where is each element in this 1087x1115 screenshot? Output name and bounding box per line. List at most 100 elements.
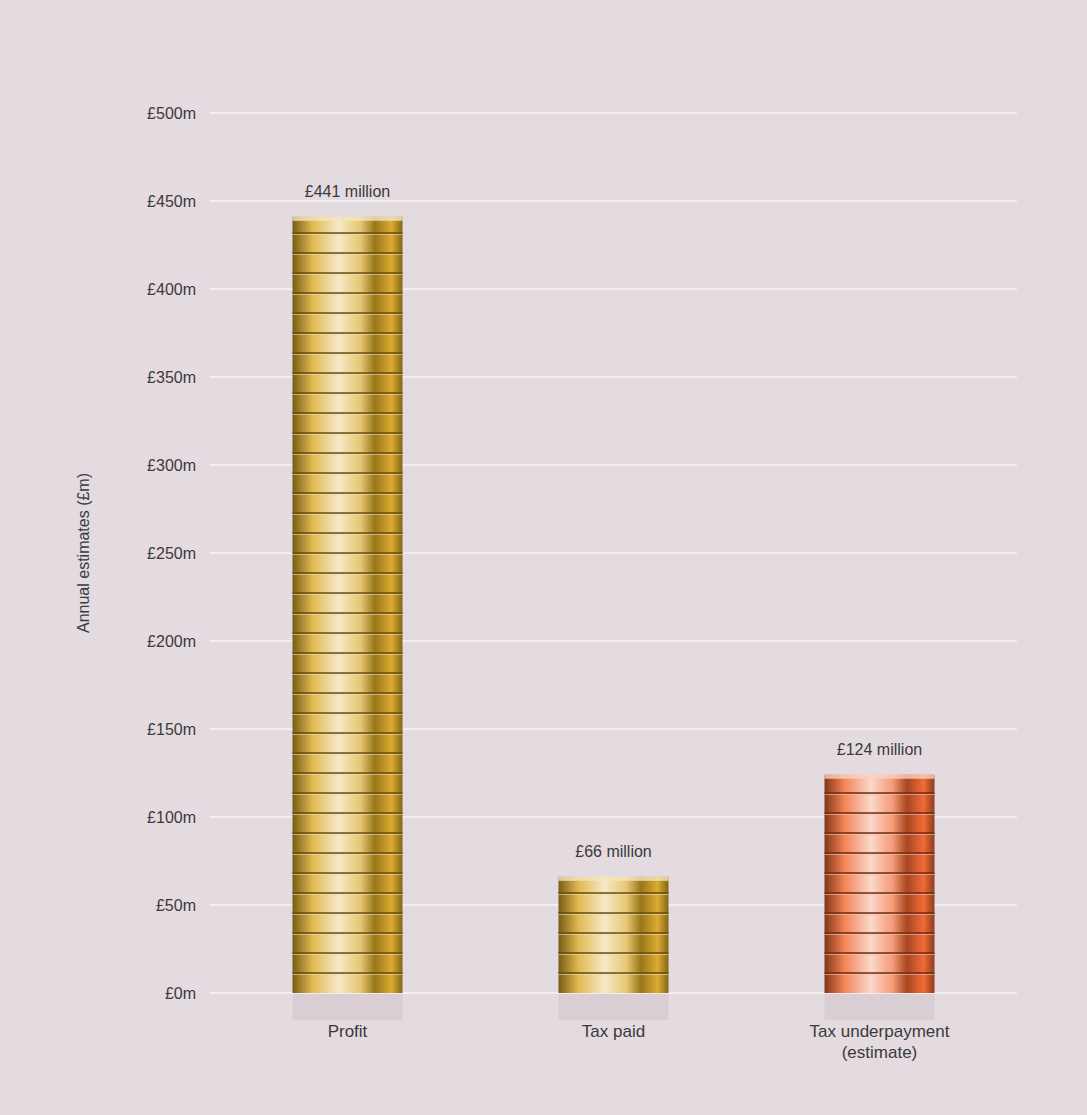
coin-edge <box>559 952 669 954</box>
coin-edge-highlight <box>293 514 403 515</box>
tick-label: £500m <box>147 105 196 122</box>
grid-line <box>210 200 1017 201</box>
axis-title: Annual estimates (£m) <box>75 473 92 633</box>
tick-label: £150m <box>147 721 196 738</box>
coin-edge-highlight <box>559 914 669 915</box>
background <box>0 0 1087 1115</box>
coin-top <box>825 775 935 779</box>
coin-edge-highlight <box>293 954 403 955</box>
coin-edge-highlight <box>293 294 403 295</box>
coin-edge <box>293 612 403 614</box>
coin-edge <box>825 972 935 974</box>
coin-edge-highlight <box>293 374 403 375</box>
coin-edge-highlight <box>293 574 403 575</box>
tick-label: £100m <box>147 809 196 826</box>
data-label: £441 million <box>305 183 390 200</box>
bar <box>559 877 669 993</box>
coin-top <box>293 217 403 221</box>
category-label: Tax paid <box>582 1022 645 1041</box>
coin-edge <box>559 932 669 934</box>
coin-edge-highlight <box>293 454 403 455</box>
tick-label: £50m <box>156 897 196 914</box>
coin-edge-highlight <box>293 634 403 635</box>
coin-edge-highlight <box>293 894 403 895</box>
coin-edge <box>293 372 403 374</box>
coin-edge-highlight <box>293 754 403 755</box>
coin-edge-highlight <box>559 894 669 895</box>
coin-edge-highlight <box>293 654 403 655</box>
tick-label: £450m <box>147 193 196 210</box>
coin-edge-highlight <box>293 694 403 695</box>
coin-edge-highlight <box>293 814 403 815</box>
coin-edge-highlight <box>293 494 403 495</box>
category-line: Tax paid <box>582 1022 645 1041</box>
coin-edge <box>293 512 403 514</box>
coin-edge <box>293 712 403 714</box>
coin-edge-highlight <box>293 714 403 715</box>
coin-edge <box>825 852 935 854</box>
data-label: £124 million <box>837 741 922 758</box>
coin-edge-highlight <box>293 854 403 855</box>
coin-edge <box>293 652 403 654</box>
coin-edge <box>293 872 403 874</box>
coin-edge <box>293 912 403 914</box>
coin-edge <box>293 832 403 834</box>
category-line: Profit <box>328 1022 368 1041</box>
coin-edge <box>293 472 403 474</box>
coin-edge <box>825 952 935 954</box>
tick-label: £350m <box>147 369 196 386</box>
coin-edge-highlight <box>559 954 669 955</box>
coin-edge-highlight <box>293 414 403 415</box>
coin-edge <box>293 592 403 594</box>
coin-edge <box>293 352 403 354</box>
reflection <box>559 994 669 1020</box>
coin-edge-highlight <box>825 894 935 895</box>
coin-edge <box>293 292 403 294</box>
coin-edge-highlight <box>293 354 403 355</box>
coin-edge <box>293 692 403 694</box>
coin-edge <box>293 412 403 414</box>
coin-edge <box>293 552 403 554</box>
grid-line <box>210 552 1017 553</box>
labels: £441 millionProfit£66 millionTax paid£12… <box>305 183 950 1062</box>
coin-edge <box>825 892 935 894</box>
coin-edge <box>825 812 935 814</box>
coin-edge-highlight <box>559 974 669 975</box>
category-label: Profit <box>328 1022 368 1041</box>
coin-edge <box>825 912 935 914</box>
coin-edge <box>825 832 935 834</box>
coin-edge-highlight <box>825 834 935 835</box>
coin-edge-highlight <box>293 594 403 595</box>
bar <box>293 217 403 993</box>
reflection <box>825 994 935 1020</box>
bar <box>825 775 935 993</box>
coin-edge <box>293 752 403 754</box>
coin-edge-highlight <box>293 974 403 975</box>
category-label: Tax underpayment(estimate) <box>810 1022 950 1062</box>
coin-top <box>559 877 669 881</box>
coin-edge-highlight <box>825 974 935 975</box>
coin-edge-highlight <box>293 914 403 915</box>
chart: £0m£50m£100m£150m£200m£250m£300m£350m£40… <box>0 0 1087 1115</box>
coin-edge-highlight <box>293 674 403 675</box>
coin-edge <box>293 672 403 674</box>
coin-edge-highlight <box>825 934 935 935</box>
coin-edge-highlight <box>825 874 935 875</box>
coin-edge <box>293 732 403 734</box>
coin-edge <box>293 792 403 794</box>
coin-edge-highlight <box>293 254 403 255</box>
coin-edge-highlight <box>293 394 403 395</box>
reflection <box>293 994 403 1020</box>
coin-edge <box>293 232 403 234</box>
coin-edge <box>293 632 403 634</box>
coin-edge-highlight <box>825 854 935 855</box>
coin-edge <box>293 532 403 534</box>
coin-edge-highlight <box>293 334 403 335</box>
coin-edge-highlight <box>293 794 403 795</box>
tick-label: £400m <box>147 281 196 298</box>
coin-edge-highlight <box>293 734 403 735</box>
coin-edge-highlight <box>293 234 403 235</box>
coin-edge <box>559 892 669 894</box>
coin-edge <box>825 932 935 934</box>
coin-stack <box>825 775 935 993</box>
